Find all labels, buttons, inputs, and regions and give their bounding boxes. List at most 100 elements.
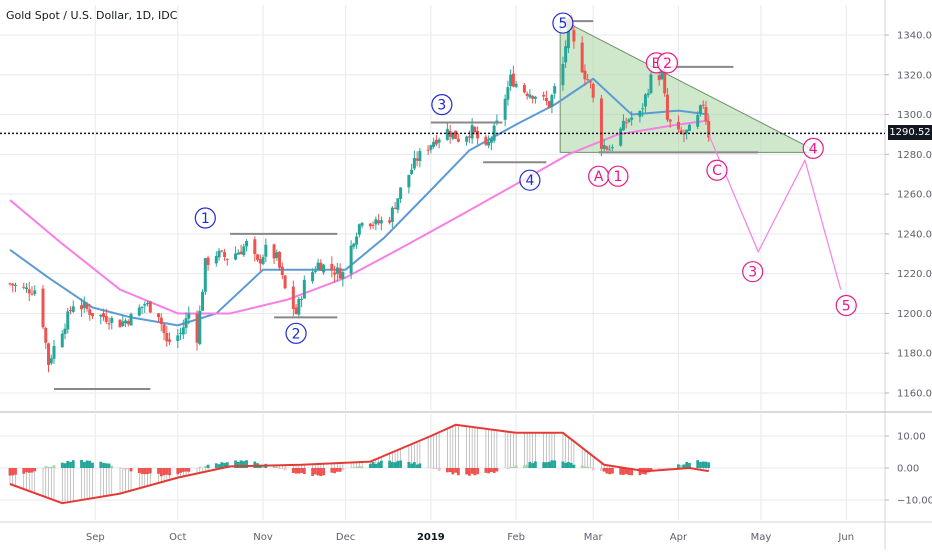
pink-wave-label: 1 — [613, 169, 622, 185]
candle-body — [80, 305, 83, 309]
candle-body — [165, 333, 168, 341]
candle-body — [413, 158, 416, 169]
x-tick-label: Apr — [670, 532, 688, 543]
macd-histogram-bar — [586, 467, 589, 468]
candle-body — [11, 284, 14, 286]
candle-body — [160, 318, 163, 324]
x-tick-label: Feb — [507, 532, 525, 543]
candle-body — [680, 130, 683, 133]
pink-wave-label: A — [594, 169, 604, 185]
macd-histogram-bar — [278, 468, 281, 469]
candle-body — [542, 95, 545, 97]
candle-body — [47, 343, 50, 365]
candle-body — [253, 239, 256, 254]
candle-body — [108, 323, 111, 324]
x-tick-label: Sep — [86, 532, 105, 543]
candle-body — [372, 225, 375, 226]
macd-histogram-bar — [707, 462, 710, 468]
chart-title: Gold Spot / U.S. Dollar, 1D, IDC — [6, 9, 177, 22]
candle-body — [201, 292, 204, 311]
macd-histogram-bar — [369, 464, 372, 468]
macd-histogram-bar — [410, 464, 413, 468]
candle-body — [102, 313, 105, 317]
macd-histogram-bar — [319, 468, 322, 476]
y-tick-label: 1340.00 — [897, 31, 932, 42]
macd-histogram-bar — [138, 468, 141, 473]
candle-body — [396, 198, 399, 209]
candle-body — [471, 125, 474, 138]
macd-histogram-bar — [110, 466, 113, 468]
candle-body — [506, 87, 509, 100]
candle-body — [660, 72, 663, 80]
candle-body — [446, 129, 449, 140]
candle-body — [429, 145, 432, 150]
candle-body — [677, 122, 680, 129]
macd-histogram-bar — [449, 468, 452, 472]
candle-body — [696, 115, 699, 127]
macd-histogram-bar — [413, 462, 416, 468]
candle-body — [658, 75, 661, 80]
macd-histogram-bar — [44, 466, 47, 468]
macd-histogram-bar — [127, 468, 130, 469]
macd-histogram-bar — [198, 467, 201, 468]
candle-body — [242, 246, 245, 255]
macd-histogram-bar — [91, 463, 94, 468]
candle-body — [28, 289, 31, 293]
macd-histogram-bar — [457, 468, 460, 475]
candle-body — [526, 94, 529, 96]
candle-body — [361, 223, 364, 226]
macd-y-tick-label: 10.00 — [897, 432, 926, 443]
candle-body — [124, 320, 127, 323]
candle-body — [245, 241, 248, 246]
candle-body — [550, 95, 553, 107]
candle-body — [281, 267, 284, 275]
macd-histogram-bar — [333, 468, 336, 473]
candle-body — [303, 280, 306, 299]
macd-histogram-bar — [168, 468, 171, 475]
candle-body — [284, 276, 287, 289]
candle-body — [350, 246, 353, 274]
y-tick-label: 1280.00 — [897, 150, 932, 161]
candle-body — [275, 252, 278, 258]
macd-histogram-bar — [146, 468, 149, 474]
macd-histogram-bar — [292, 468, 295, 473]
candle-body — [9, 283, 12, 284]
macd-histogram-bar — [512, 467, 515, 468]
macd-histogram-bar — [300, 468, 303, 473]
candle-body — [256, 254, 259, 260]
candle-body — [273, 244, 276, 258]
candle-body — [234, 254, 237, 260]
macd-histogram-bar — [281, 468, 284, 469]
candle-body — [314, 271, 317, 272]
macd-histogram-bar — [165, 468, 168, 475]
macd-histogram-bar — [608, 468, 611, 474]
macd-histogram-bar — [64, 463, 67, 468]
macd-histogram-bar — [372, 462, 375, 468]
macd-histogram-bar — [86, 461, 89, 468]
candle-body — [352, 244, 355, 247]
candle-body — [22, 287, 25, 288]
macd-histogram-bar — [564, 463, 567, 468]
candle-body — [490, 139, 493, 143]
macd-histogram-bar — [451, 468, 454, 474]
candle-body — [388, 220, 391, 222]
macd-histogram-bar — [396, 461, 399, 468]
candle-body — [215, 256, 218, 263]
macd-histogram-bar — [380, 461, 383, 468]
macd-histogram-bar — [471, 468, 474, 474]
x-tick-label: May — [751, 532, 772, 543]
x-tick-label: Jun — [837, 532, 854, 543]
macd-histogram-bar — [589, 467, 592, 468]
x-tick-label: Mar — [584, 532, 604, 543]
macd-histogram-bar — [361, 467, 364, 468]
macd-histogram-bar — [639, 468, 642, 475]
macd-histogram-bar — [9, 468, 12, 476]
macd-y-tick-label: 0.00 — [897, 464, 919, 475]
macd-histogram-bar — [699, 462, 702, 468]
candle-body — [149, 301, 152, 312]
macd-histogram-bar — [297, 468, 300, 474]
candle-body — [432, 142, 435, 147]
macd-histogram-bar — [50, 467, 53, 468]
candle-body — [586, 79, 589, 80]
